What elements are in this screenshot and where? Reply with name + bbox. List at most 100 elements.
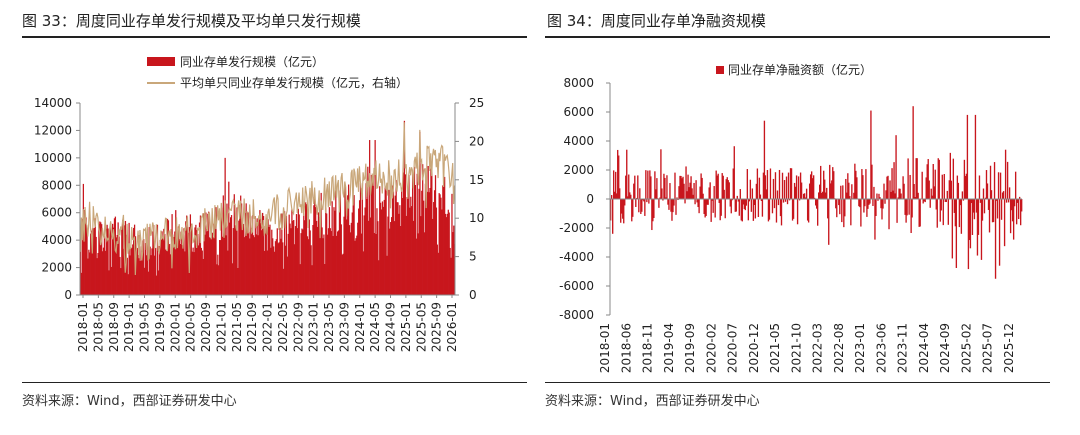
bar bbox=[394, 195, 396, 295]
bar bbox=[397, 202, 399, 295]
bar bbox=[200, 247, 202, 295]
bar bbox=[291, 209, 293, 295]
bar bbox=[800, 182, 803, 199]
bar bbox=[88, 249, 90, 295]
bar bbox=[715, 170, 717, 199]
bar bbox=[954, 199, 957, 227]
bar bbox=[766, 170, 769, 199]
bar bbox=[415, 238, 417, 295]
bar bbox=[1000, 199, 1003, 220]
bar bbox=[271, 229, 273, 295]
bar bbox=[662, 199, 664, 201]
bar bbox=[855, 170, 857, 199]
bar bbox=[619, 188, 621, 199]
y-right-tick-label: 0 bbox=[469, 288, 477, 302]
bar bbox=[957, 182, 960, 199]
bar bbox=[101, 224, 103, 295]
bar bbox=[703, 199, 705, 214]
bar bbox=[334, 210, 336, 295]
bar bbox=[985, 170, 988, 199]
bar bbox=[436, 244, 438, 295]
bar bbox=[897, 197, 899, 199]
bar bbox=[614, 191, 616, 199]
bar bbox=[1021, 199, 1023, 212]
bar bbox=[97, 253, 99, 295]
x-tick-label: 2021-05 bbox=[230, 302, 244, 352]
bar bbox=[293, 220, 295, 295]
bar bbox=[279, 227, 281, 295]
bar bbox=[336, 235, 338, 295]
bar bbox=[264, 225, 267, 295]
bar bbox=[868, 199, 870, 205]
bar bbox=[137, 254, 139, 295]
bar bbox=[118, 236, 120, 295]
bar bbox=[317, 212, 320, 295]
bar bbox=[131, 247, 133, 295]
bar bbox=[721, 173, 723, 199]
bar bbox=[865, 169, 867, 199]
bar bbox=[910, 199, 912, 233]
bar bbox=[92, 228, 95, 295]
bar bbox=[144, 243, 147, 295]
bar bbox=[881, 199, 883, 220]
bar bbox=[243, 237, 245, 295]
bar bbox=[265, 217, 267, 295]
bar bbox=[783, 180, 786, 199]
bar bbox=[150, 255, 152, 295]
bar bbox=[812, 175, 815, 199]
bar bbox=[373, 232, 375, 295]
bar bbox=[859, 199, 861, 208]
bar bbox=[774, 172, 777, 199]
bar bbox=[315, 220, 318, 295]
bar bbox=[228, 181, 230, 295]
bar bbox=[413, 166, 416, 295]
bar bbox=[1005, 199, 1008, 203]
bar bbox=[975, 199, 978, 213]
bar bbox=[811, 178, 814, 199]
bar bbox=[979, 199, 982, 203]
bar bbox=[401, 187, 403, 295]
bar bbox=[193, 252, 195, 295]
bar bbox=[713, 186, 715, 199]
bar bbox=[854, 163, 856, 199]
bar bbox=[632, 199, 634, 217]
bar bbox=[160, 239, 162, 295]
bar bbox=[234, 225, 236, 295]
bar bbox=[369, 217, 372, 295]
bar bbox=[418, 188, 420, 295]
figure-33-bottom-rule bbox=[22, 382, 527, 383]
bar bbox=[89, 252, 91, 295]
bar bbox=[931, 195, 933, 199]
bar bbox=[711, 199, 713, 201]
bar bbox=[385, 186, 387, 295]
bar bbox=[751, 188, 754, 199]
legend-label-issuance: 同业存单发行规模（亿元） bbox=[180, 54, 324, 69]
bar bbox=[773, 199, 776, 209]
bar bbox=[876, 193, 878, 199]
bar bbox=[688, 187, 690, 199]
x-tick-label: 2021-01 bbox=[214, 302, 228, 352]
bar bbox=[908, 199, 910, 215]
bar bbox=[422, 200, 425, 295]
bar bbox=[129, 255, 131, 295]
bar bbox=[969, 199, 972, 249]
bar bbox=[611, 195, 613, 199]
bar bbox=[825, 192, 827, 199]
bar bbox=[792, 199, 795, 219]
bar bbox=[377, 221, 379, 295]
bar bbox=[892, 190, 894, 199]
bar bbox=[660, 149, 662, 199]
bar bbox=[142, 240, 144, 295]
bar bbox=[410, 196, 412, 295]
bar bbox=[307, 239, 309, 295]
bar bbox=[98, 224, 100, 295]
bar bbox=[127, 274, 129, 295]
bar bbox=[941, 174, 943, 199]
bar bbox=[964, 175, 967, 199]
bar bbox=[1003, 199, 1006, 247]
bar bbox=[226, 203, 228, 295]
bar bbox=[739, 189, 741, 199]
bar bbox=[791, 199, 794, 221]
bar bbox=[655, 189, 657, 199]
bar bbox=[369, 140, 371, 295]
